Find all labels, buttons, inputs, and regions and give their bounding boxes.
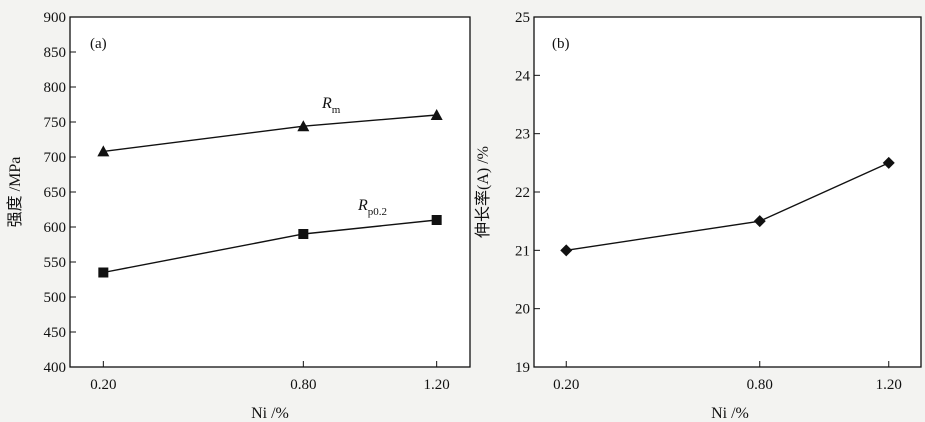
- y-tick-label: 600: [44, 220, 67, 236]
- y-tick-label: 24: [515, 68, 531, 84]
- panel-label: (b): [552, 36, 570, 52]
- series-layer: [97, 109, 443, 278]
- y-tick-label: 21: [515, 243, 530, 259]
- y-axis: 400 450 500 550 600 650 700 750 800 850 900: [44, 10, 76, 376]
- series-layer: [560, 156, 895, 257]
- panel-label: (a): [90, 36, 107, 52]
- y-tick-label: 25: [515, 10, 530, 26]
- y-tick-label: 700: [44, 150, 67, 166]
- data-point: [298, 229, 309, 239]
- y-tick-label: 500: [44, 290, 67, 306]
- data-point: [430, 109, 443, 120]
- x-axis: 0.20 0.80 1.20: [90, 361, 450, 393]
- x-tick-label: 0.80: [747, 377, 773, 393]
- y-tick-label: 19: [515, 360, 530, 376]
- x-tick-label: 0.20: [90, 377, 116, 393]
- data-point: [431, 215, 442, 225]
- plot-frame: [69, 16, 471, 368]
- series-label-rp02: Rp0.2: [357, 197, 387, 218]
- y-axis: 19 20 21 22 23 24 25: [515, 10, 540, 376]
- y-tick-label: 650: [44, 185, 67, 201]
- x-tick-label: 0.20: [553, 377, 579, 393]
- data-point: [97, 145, 110, 157]
- y-tick-label: 550: [44, 255, 67, 271]
- data-point: [98, 267, 109, 278]
- y-axis-title: 伸长率(A) /%: [474, 146, 492, 238]
- x-axis-title: Ni /%: [251, 405, 289, 422]
- data-point: [297, 120, 310, 132]
- y-tick-label: 450: [44, 325, 67, 341]
- data-point: [560, 244, 573, 257]
- series-label-rm-sub: m: [332, 104, 341, 116]
- x-axis-title: Ni /%: [711, 405, 749, 422]
- x-tick-label: 1.20: [876, 377, 902, 393]
- data-point: [753, 215, 766, 228]
- series-label-rm: Rm: [321, 95, 341, 116]
- strength-panel: (a) 400 450 500 550 600 650 700 750 800 850 900 0.…: [6, 10, 471, 422]
- y-tick-label: 850: [44, 45, 67, 61]
- y-tick-label: 750: [44, 115, 67, 131]
- elongation-panel: (b) 19 20 21 22 23 24 25 0.20 0.80 1.20 Ni /% 伸长…: [474, 10, 922, 422]
- y-tick-label: 400: [44, 360, 67, 376]
- x-tick-label: 0.80: [290, 377, 316, 393]
- y-tick-label: 800: [44, 80, 67, 96]
- x-tick-label: 1.20: [424, 377, 450, 393]
- series-label-rp02-sub: p0.2: [368, 206, 387, 218]
- data-point: [882, 156, 895, 169]
- y-tick-label: 20: [515, 302, 530, 318]
- y-tick-label: 900: [44, 10, 67, 26]
- y-tick-label: 22: [515, 185, 530, 201]
- series-label-rp02-main: R: [357, 197, 368, 214]
- y-tick-label: 23: [515, 127, 530, 143]
- x-axis: 0.20 0.80 1.20: [553, 361, 902, 393]
- plot-frame: [533, 16, 922, 368]
- y-axis-title: 强度 /MPa: [6, 157, 24, 228]
- series-label-rm-main: R: [321, 95, 332, 112]
